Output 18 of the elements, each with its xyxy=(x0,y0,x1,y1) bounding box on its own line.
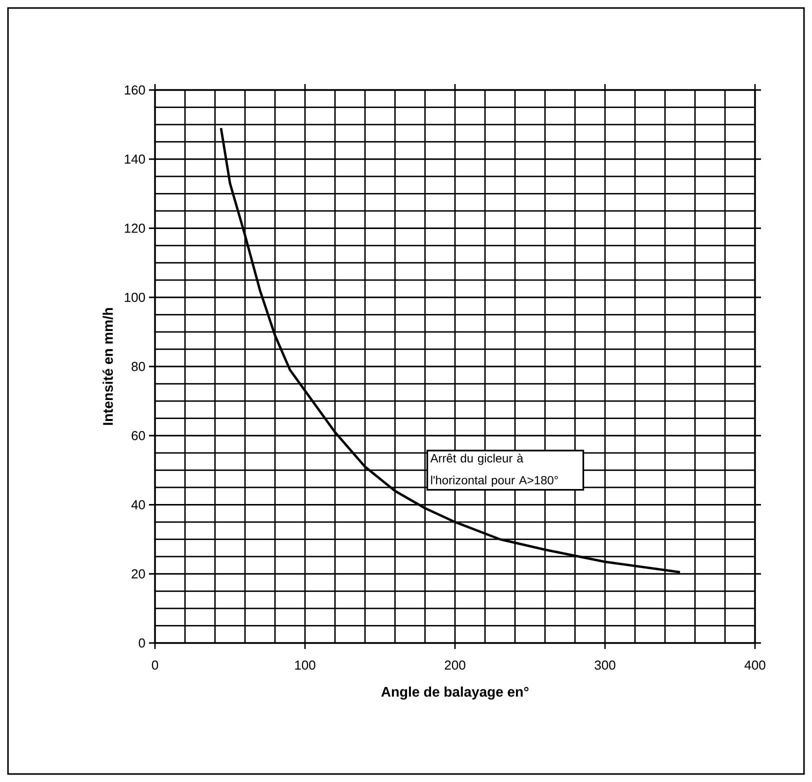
y-tick-label: 60 xyxy=(132,431,145,440)
x-tick-label: 400 xyxy=(744,660,766,670)
x-tick-label: 200 xyxy=(444,660,466,670)
y-tick-label: 40 xyxy=(131,500,145,510)
y-tick-label: 160 xyxy=(124,85,145,95)
x-tick-label: 0 xyxy=(152,660,158,670)
y-tick-label: 100 xyxy=(124,292,145,302)
y-tick-label: 0 xyxy=(138,638,145,648)
line-series xyxy=(220,126,682,574)
y-tick-label: 80 xyxy=(132,362,145,372)
x-axis-title: Angle de balayage en° xyxy=(381,686,528,700)
y-tick-label: 20 xyxy=(132,569,145,578)
y-axis-title: Intensité en mm/h xyxy=(102,308,114,425)
x-tick-label: 300 xyxy=(594,660,616,670)
y-tick-label: 120 xyxy=(124,224,145,233)
y-tick-label: 140 xyxy=(124,154,145,164)
annotation: Arrêt du gicleur à l'horizontal pour A>180° xyxy=(430,454,558,487)
x-tick-label: 100 xyxy=(295,660,316,670)
